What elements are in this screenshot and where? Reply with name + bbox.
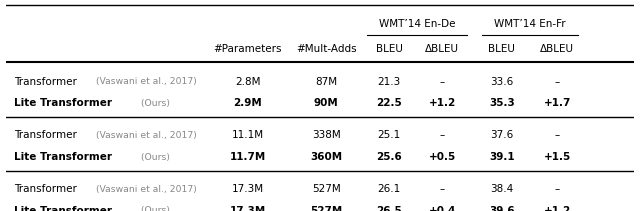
Text: BLEU: BLEU bbox=[488, 44, 515, 54]
Text: –: – bbox=[440, 77, 445, 87]
Text: 26.1: 26.1 bbox=[378, 184, 401, 194]
Text: +1.2: +1.2 bbox=[429, 99, 456, 108]
Text: 25.6: 25.6 bbox=[376, 152, 402, 162]
Text: +1.2: +1.2 bbox=[543, 206, 571, 211]
Text: 338M: 338M bbox=[312, 130, 340, 141]
Text: +0.5: +0.5 bbox=[429, 152, 456, 162]
Text: (Ours): (Ours) bbox=[138, 153, 170, 162]
Text: 26.5: 26.5 bbox=[376, 206, 402, 211]
Text: (Ours): (Ours) bbox=[138, 206, 170, 211]
Text: 35.3: 35.3 bbox=[489, 99, 515, 108]
Text: –: – bbox=[554, 184, 560, 194]
Text: Transformer: Transformer bbox=[14, 77, 77, 87]
Text: WMT’14 En-Fr: WMT’14 En-Fr bbox=[494, 19, 566, 29]
Text: 39.1: 39.1 bbox=[489, 152, 515, 162]
Text: BLEU: BLEU bbox=[376, 44, 403, 54]
Text: 527M: 527M bbox=[312, 184, 340, 194]
Text: ΔBLEU: ΔBLEU bbox=[426, 44, 460, 54]
Text: (Vaswani et al., 2017): (Vaswani et al., 2017) bbox=[93, 77, 197, 86]
Text: Transformer: Transformer bbox=[14, 130, 77, 141]
Text: #Mult-Adds: #Mult-Adds bbox=[296, 44, 356, 54]
Text: (Vaswani et al., 2017): (Vaswani et al., 2017) bbox=[93, 185, 197, 194]
Text: (Ours): (Ours) bbox=[138, 99, 170, 108]
Text: –: – bbox=[440, 184, 445, 194]
Text: –: – bbox=[440, 130, 445, 141]
Text: 17.3M: 17.3M bbox=[232, 184, 264, 194]
Text: +0.4: +0.4 bbox=[429, 206, 456, 211]
Text: 22.5: 22.5 bbox=[376, 99, 402, 108]
Text: +1.5: +1.5 bbox=[543, 152, 571, 162]
Text: Lite Transformer: Lite Transformer bbox=[14, 206, 112, 211]
Text: #Parameters: #Parameters bbox=[214, 44, 282, 54]
Text: 2.8M: 2.8M bbox=[235, 77, 260, 87]
Text: –: – bbox=[554, 77, 560, 87]
Text: Lite Transformer: Lite Transformer bbox=[14, 152, 112, 162]
Text: 360M: 360M bbox=[310, 152, 342, 162]
Text: (Vaswani et al., 2017): (Vaswani et al., 2017) bbox=[93, 131, 197, 140]
Text: –: – bbox=[554, 130, 560, 141]
Text: 90M: 90M bbox=[314, 99, 339, 108]
Text: +1.7: +1.7 bbox=[543, 99, 571, 108]
Text: 39.6: 39.6 bbox=[489, 206, 515, 211]
Text: 38.4: 38.4 bbox=[490, 184, 513, 194]
Text: 25.1: 25.1 bbox=[378, 130, 401, 141]
Text: 33.6: 33.6 bbox=[490, 77, 513, 87]
Text: Transformer: Transformer bbox=[14, 184, 77, 194]
Text: Lite Transformer: Lite Transformer bbox=[14, 99, 112, 108]
Text: 87M: 87M bbox=[316, 77, 337, 87]
Text: 527M: 527M bbox=[310, 206, 342, 211]
Text: WMT’14 En-De: WMT’14 En-De bbox=[379, 19, 456, 29]
Text: 11.7M: 11.7M bbox=[230, 152, 266, 162]
Text: 21.3: 21.3 bbox=[378, 77, 401, 87]
Text: 37.6: 37.6 bbox=[490, 130, 513, 141]
Text: 11.1M: 11.1M bbox=[232, 130, 264, 141]
Text: 17.3M: 17.3M bbox=[230, 206, 266, 211]
Text: 2.9M: 2.9M bbox=[234, 99, 262, 108]
Text: ΔBLEU: ΔBLEU bbox=[540, 44, 574, 54]
